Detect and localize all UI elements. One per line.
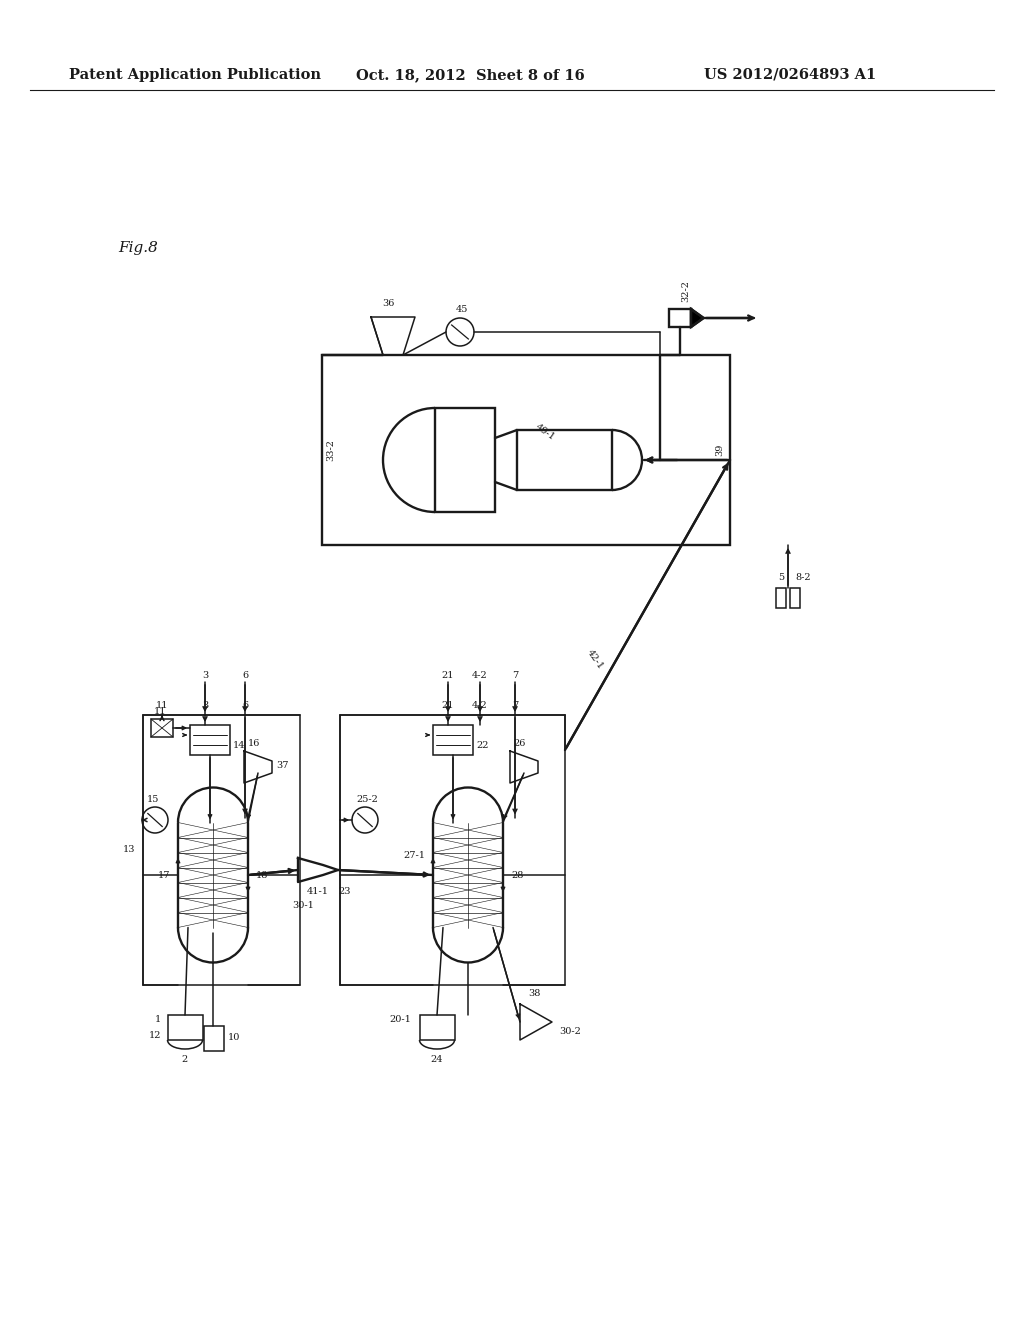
Text: 20-1: 20-1 bbox=[389, 1015, 412, 1024]
Bar bbox=[517, 430, 612, 490]
Text: 3: 3 bbox=[202, 671, 208, 680]
Text: 6: 6 bbox=[242, 701, 248, 710]
Text: 7: 7 bbox=[512, 671, 518, 680]
Bar bbox=[143, 715, 300, 985]
Bar bbox=[340, 715, 565, 985]
Text: 36: 36 bbox=[382, 298, 394, 308]
Text: 30-2: 30-2 bbox=[559, 1027, 581, 1036]
Bar bbox=[322, 355, 730, 545]
Text: 22: 22 bbox=[476, 741, 488, 750]
Text: 23: 23 bbox=[338, 887, 350, 896]
Text: 28: 28 bbox=[511, 870, 523, 879]
Text: Oct. 18, 2012  Sheet 8 of 16: Oct. 18, 2012 Sheet 8 of 16 bbox=[355, 69, 585, 82]
Text: 26: 26 bbox=[514, 738, 526, 747]
Text: 32-2: 32-2 bbox=[682, 280, 690, 302]
Text: Patent Application Publication: Patent Application Publication bbox=[69, 69, 321, 82]
Bar bbox=[151, 719, 173, 737]
Text: 18: 18 bbox=[256, 870, 268, 879]
Bar bbox=[669, 309, 691, 327]
Text: 37: 37 bbox=[276, 760, 289, 770]
Bar bbox=[420, 1015, 455, 1040]
Text: 41-1: 41-1 bbox=[307, 887, 329, 896]
Text: 15: 15 bbox=[146, 795, 159, 804]
Text: 1: 1 bbox=[156, 1015, 162, 1024]
Bar bbox=[204, 1026, 224, 1051]
Text: 10: 10 bbox=[228, 1034, 241, 1043]
Bar bbox=[433, 725, 473, 755]
Bar bbox=[435, 408, 495, 512]
Bar bbox=[190, 725, 230, 755]
Text: 38: 38 bbox=[527, 990, 541, 998]
Text: 11: 11 bbox=[154, 706, 166, 715]
Text: 42-1: 42-1 bbox=[585, 648, 605, 672]
Text: 40-1: 40-1 bbox=[534, 422, 556, 442]
Text: 7: 7 bbox=[512, 701, 518, 710]
Polygon shape bbox=[691, 309, 703, 327]
Text: Fig.8: Fig.8 bbox=[118, 242, 158, 255]
Text: 8-2: 8-2 bbox=[795, 573, 811, 582]
Text: 30-1: 30-1 bbox=[292, 900, 314, 909]
Text: 4-2: 4-2 bbox=[472, 671, 487, 680]
Text: 3: 3 bbox=[202, 701, 208, 710]
Text: 45: 45 bbox=[456, 305, 468, 314]
Text: 2: 2 bbox=[182, 1056, 188, 1064]
Text: 39: 39 bbox=[715, 444, 724, 457]
Text: 21: 21 bbox=[441, 671, 455, 680]
Text: 25-2: 25-2 bbox=[356, 795, 378, 804]
Text: 4-2: 4-2 bbox=[472, 701, 487, 710]
Text: 14: 14 bbox=[233, 741, 246, 750]
Text: 33-2: 33-2 bbox=[326, 440, 335, 461]
Bar bbox=[790, 587, 800, 609]
Text: 5: 5 bbox=[778, 573, 784, 582]
Text: US 2012/0264893 A1: US 2012/0264893 A1 bbox=[703, 69, 877, 82]
Text: 27-1: 27-1 bbox=[403, 850, 425, 859]
Bar bbox=[168, 1015, 203, 1040]
Bar bbox=[776, 587, 786, 609]
Text: 11: 11 bbox=[156, 701, 168, 710]
Text: 17: 17 bbox=[158, 870, 170, 879]
Text: 13: 13 bbox=[123, 846, 135, 854]
Text: 24: 24 bbox=[431, 1056, 443, 1064]
Text: 16: 16 bbox=[248, 738, 260, 747]
Text: 12: 12 bbox=[150, 1031, 162, 1040]
Text: 21: 21 bbox=[441, 701, 455, 710]
Text: 6: 6 bbox=[242, 671, 248, 680]
